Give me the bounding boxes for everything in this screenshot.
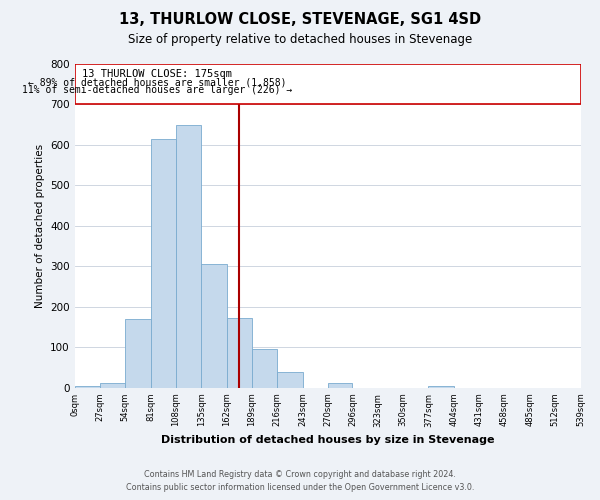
- Bar: [428, 386, 454, 388]
- Text: Size of property relative to detached houses in Stevenage: Size of property relative to detached ho…: [128, 32, 472, 46]
- Y-axis label: Number of detached properties: Number of detached properties: [35, 144, 44, 308]
- Bar: [252, 348, 277, 388]
- Text: Contains HM Land Registry data © Crown copyright and database right 2024.
Contai: Contains HM Land Registry data © Crown c…: [126, 470, 474, 492]
- Text: 11% of semi-detached houses are larger (226) →: 11% of semi-detached houses are larger (…: [22, 85, 292, 95]
- Bar: [125, 319, 151, 388]
- Bar: [176, 124, 202, 388]
- Text: ← 89% of detached houses are smaller (1,858): ← 89% of detached houses are smaller (1,…: [28, 78, 286, 88]
- Bar: [227, 318, 252, 388]
- Text: 13 THURLOW CLOSE: 175sqm: 13 THURLOW CLOSE: 175sqm: [82, 69, 232, 79]
- Bar: [328, 383, 352, 388]
- X-axis label: Distribution of detached houses by size in Stevenage: Distribution of detached houses by size …: [161, 435, 494, 445]
- Bar: [277, 372, 302, 388]
- Bar: [74, 386, 100, 388]
- FancyBboxPatch shape: [74, 64, 581, 104]
- Bar: [100, 383, 125, 388]
- Bar: [202, 264, 227, 388]
- Bar: [151, 139, 176, 388]
- Text: 13, THURLOW CLOSE, STEVENAGE, SG1 4SD: 13, THURLOW CLOSE, STEVENAGE, SG1 4SD: [119, 12, 481, 28]
